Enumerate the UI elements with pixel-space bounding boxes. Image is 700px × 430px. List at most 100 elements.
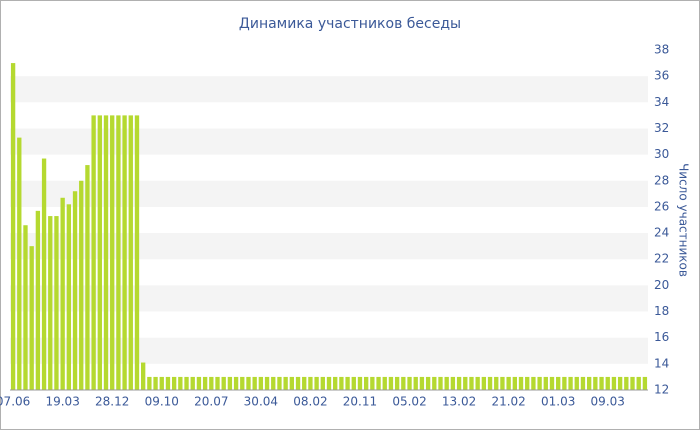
bar bbox=[314, 376, 319, 390]
bar bbox=[642, 376, 648, 390]
bar bbox=[419, 376, 425, 390]
bar bbox=[475, 376, 480, 390]
bar bbox=[147, 376, 152, 390]
bar bbox=[525, 376, 530, 390]
bar bbox=[481, 376, 487, 390]
bar bbox=[624, 376, 629, 390]
y-tick-label: 16 bbox=[654, 330, 669, 344]
y-tick-label: 32 bbox=[654, 121, 669, 135]
bar bbox=[246, 376, 251, 390]
bar bbox=[444, 376, 449, 390]
bar bbox=[110, 115, 115, 390]
bar bbox=[128, 115, 133, 390]
bar bbox=[574, 376, 579, 390]
x-tick-label: 07.06 bbox=[0, 395, 30, 409]
x-tick-label: 05.02 bbox=[392, 395, 426, 409]
y-tick-label: 26 bbox=[654, 199, 669, 213]
bar bbox=[568, 376, 573, 390]
bar bbox=[556, 376, 561, 390]
x-tick-label: 30.04 bbox=[244, 395, 278, 409]
bar bbox=[41, 158, 47, 390]
bar bbox=[333, 376, 338, 390]
bar bbox=[543, 376, 548, 390]
bar bbox=[636, 376, 641, 390]
bar bbox=[209, 376, 214, 390]
bar bbox=[432, 376, 437, 390]
bar bbox=[382, 376, 387, 390]
y-tick-label: 38 bbox=[654, 43, 669, 57]
bar bbox=[580, 376, 586, 390]
bar bbox=[221, 376, 226, 390]
bar bbox=[240, 376, 245, 390]
chart-title: Динамика участников беседы bbox=[239, 16, 461, 32]
bar bbox=[438, 376, 443, 390]
y-tick-label: 24 bbox=[654, 226, 669, 240]
bar bbox=[72, 191, 78, 390]
bar bbox=[48, 216, 53, 390]
y-tick-label: 18 bbox=[654, 304, 669, 318]
bar bbox=[320, 376, 325, 390]
x-tick-label: 13.02 bbox=[442, 395, 476, 409]
bar bbox=[593, 376, 598, 390]
bar bbox=[617, 376, 623, 390]
bar bbox=[599, 376, 604, 390]
bar bbox=[413, 376, 418, 390]
bar bbox=[376, 376, 381, 390]
bar bbox=[506, 376, 511, 390]
bar bbox=[277, 376, 282, 390]
x-tick-label: 01.03 bbox=[541, 395, 575, 409]
grid-band bbox=[10, 76, 648, 103]
bar bbox=[196, 376, 202, 390]
bar bbox=[463, 376, 468, 390]
x-tick-label: 09.10 bbox=[145, 395, 179, 409]
bar bbox=[141, 362, 146, 390]
bar bbox=[264, 376, 270, 390]
bar bbox=[456, 376, 462, 390]
bar bbox=[308, 376, 313, 390]
bar bbox=[357, 376, 363, 390]
y-tick-label: 12 bbox=[654, 383, 669, 397]
bar bbox=[79, 180, 84, 390]
bar bbox=[35, 210, 41, 390]
bar bbox=[518, 376, 524, 390]
bar bbox=[586, 376, 592, 390]
bar bbox=[370, 376, 375, 390]
bar bbox=[531, 376, 536, 390]
bar bbox=[562, 376, 567, 390]
bar bbox=[407, 376, 412, 390]
x-tick-label: 20.11 bbox=[343, 395, 377, 409]
bar bbox=[190, 376, 195, 390]
bar bbox=[605, 376, 610, 390]
bar bbox=[289, 376, 295, 390]
y-tick-label: 28 bbox=[654, 173, 669, 187]
bar bbox=[178, 376, 183, 390]
bar bbox=[401, 376, 406, 390]
y-tick-label: 30 bbox=[654, 147, 669, 161]
x-tick-label: 09.03 bbox=[591, 395, 625, 409]
bar bbox=[159, 376, 164, 390]
bar bbox=[66, 204, 72, 390]
bar bbox=[500, 376, 505, 390]
bar bbox=[537, 376, 542, 390]
x-tick-label: 19.03 bbox=[45, 395, 79, 409]
bar bbox=[215, 376, 220, 390]
bar bbox=[295, 376, 301, 390]
bar bbox=[122, 115, 127, 390]
bar bbox=[339, 376, 344, 390]
bar bbox=[116, 115, 121, 390]
bar bbox=[103, 115, 109, 390]
y-axis-label: Число участников bbox=[677, 163, 691, 277]
bar bbox=[202, 376, 208, 390]
bar bbox=[512, 376, 517, 390]
bar bbox=[97, 115, 102, 390]
bar bbox=[494, 376, 499, 390]
bar bbox=[487, 376, 493, 390]
bar bbox=[153, 376, 158, 390]
bar bbox=[351, 376, 356, 390]
x-tick-label: 21.02 bbox=[491, 395, 525, 409]
y-tick-label: 36 bbox=[654, 69, 669, 83]
y-tick-label: 22 bbox=[654, 252, 669, 266]
bar bbox=[60, 197, 65, 390]
bar bbox=[10, 63, 16, 390]
